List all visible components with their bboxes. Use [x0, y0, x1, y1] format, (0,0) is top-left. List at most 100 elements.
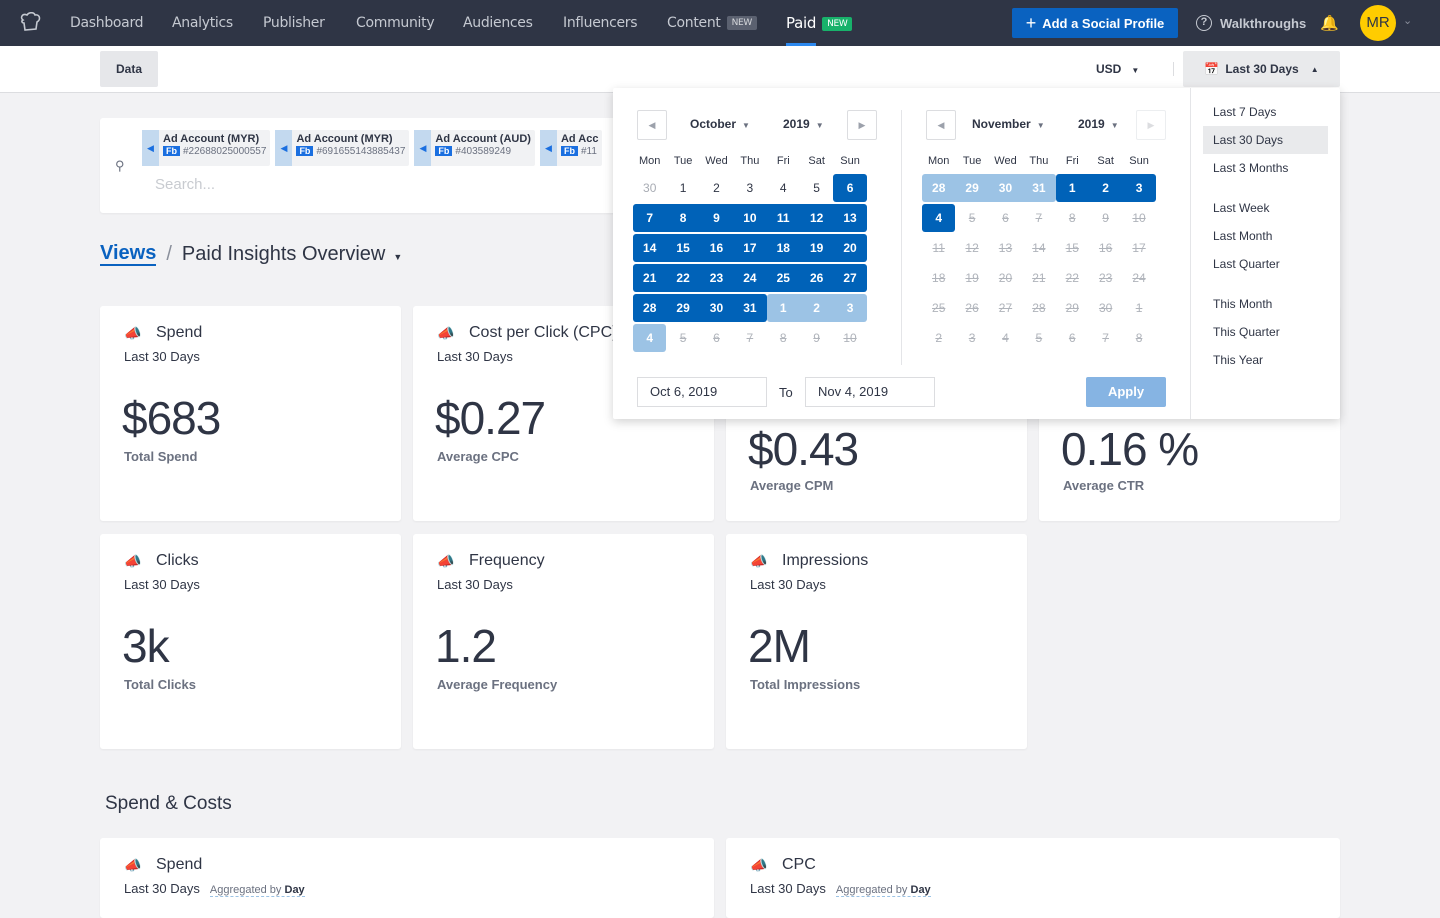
day-cell[interactable]: 30: [699, 294, 734, 322]
megaphone-icon: 📣: [124, 552, 142, 569]
breadcrumb-views-link[interactable]: Views: [100, 242, 157, 266]
day-cell[interactable]: 5: [813, 181, 820, 195]
day-cell[interactable]: 8: [666, 204, 700, 232]
year-select[interactable]: 2019 ▼: [1078, 117, 1119, 131]
prev-month-button[interactable]: ◀: [637, 110, 667, 140]
day-cell[interactable]: 4: [922, 204, 956, 232]
nav-dashboard[interactable]: Dashboard: [70, 15, 144, 31]
day-cell[interactable]: 25: [766, 264, 800, 292]
day-cell[interactable]: 14: [633, 234, 667, 262]
day-cell[interactable]: 3: [833, 294, 867, 322]
day-cell[interactable]: 27: [833, 264, 867, 292]
month-select[interactable]: November ▼: [972, 117, 1045, 131]
day-cell[interactable]: 4: [779, 181, 787, 195]
day-cell[interactable]: 30: [643, 181, 657, 195]
apply-button[interactable]: Apply: [1086, 377, 1166, 407]
account-chip[interactable]: ◀ Ad Account (AUD) Fb #403589249: [414, 130, 535, 166]
day-cell[interactable]: 31: [1022, 174, 1056, 202]
day-cell[interactable]: 1: [766, 294, 800, 322]
month-select[interactable]: October ▼: [690, 117, 750, 131]
nav-influencers[interactable]: Influencers: [563, 15, 638, 31]
day-cell[interactable]: 24: [733, 264, 767, 292]
day-cell[interactable]: 19: [799, 234, 834, 262]
data-tab[interactable]: Data: [100, 51, 158, 87]
day-cell[interactable]: 28: [633, 294, 667, 322]
day-cell[interactable]: 28: [922, 174, 956, 202]
bell-icon[interactable]: 🔔: [1320, 15, 1339, 32]
day-cell[interactable]: 21: [633, 264, 667, 292]
day-cell[interactable]: 23: [699, 264, 734, 292]
add-social-profile-button[interactable]: + Add a Social Profile: [1012, 8, 1178, 38]
day-cell[interactable]: 30: [988, 174, 1023, 202]
day-cell[interactable]: 22: [666, 264, 700, 292]
preset-item[interactable]: Last 7 Days: [1213, 105, 1277, 119]
chevron-down-icon[interactable]: ⌄: [1403, 15, 1413, 27]
day-cell[interactable]: 6: [833, 174, 867, 202]
add-social-profile-label: Add a Social Profile: [1042, 15, 1165, 31]
next-month-button: ▶: [1136, 110, 1166, 140]
avatar[interactable]: MR: [1360, 5, 1396, 41]
day-cell[interactable]: 10: [733, 204, 767, 232]
day-cell[interactable]: 11: [766, 204, 800, 232]
weekday-label: Sun: [840, 155, 860, 167]
day-cell[interactable]: 2: [713, 181, 720, 195]
account-chip[interactable]: ◀ Ad Acc Fb #11: [539, 130, 603, 166]
account-chip[interactable]: ◀ Ad Account (MYR) Fb #691655143885437: [275, 130, 410, 166]
walkthroughs-button[interactable]: ? Walkthroughs: [1196, 0, 1306, 46]
start-date-input[interactable]: Oct 6, 2019: [637, 377, 767, 407]
nav-content[interactable]: Content NEW: [667, 0, 758, 46]
day-cell[interactable]: 15: [666, 234, 700, 262]
day-cell[interactable]: 4: [633, 324, 667, 352]
preset-item[interactable]: Last 3 Months: [1213, 161, 1289, 175]
day-cell[interactable]: 3: [1122, 174, 1156, 202]
day-cell[interactable]: 12: [799, 204, 834, 232]
caret-down-icon: ▼: [742, 121, 750, 130]
end-date-input[interactable]: Nov 4, 2019: [805, 377, 935, 407]
search-input[interactable]: [155, 176, 555, 193]
nav-audiences[interactable]: Audiences: [463, 15, 533, 31]
day-cell[interactable]: 2: [1088, 174, 1123, 202]
day-cell[interactable]: 16: [699, 234, 734, 262]
preset-item[interactable]: This Month: [1213, 297, 1273, 311]
day-cell[interactable]: 1: [679, 181, 687, 195]
account-id: #403589249: [455, 146, 512, 157]
preset-item[interactable]: Last Month: [1213, 229, 1273, 243]
prev-month-button[interactable]: ◀: [926, 110, 956, 140]
view-select[interactable]: Paid Insights Overview ▼: [182, 243, 402, 266]
day-cell[interactable]: 26: [799, 264, 834, 292]
nav-paid[interactable]: Paid NEW: [786, 0, 853, 46]
preset-item[interactable]: Last Quarter: [1213, 257, 1280, 271]
weekday-header: Mon Tue Wed Thu Fri Sat Sun: [922, 155, 1166, 167]
day-cell[interactable]: 17: [733, 234, 767, 262]
nav-publisher[interactable]: Publisher: [263, 15, 325, 31]
date-range-button[interactable]: 📅 Last 30 Days ▲: [1183, 51, 1340, 87]
day-cell[interactable]: 3: [746, 181, 754, 195]
preset-item[interactable]: Last 30 Days: [1203, 126, 1328, 154]
day-cell[interactable]: 20: [833, 234, 867, 262]
preset-item[interactable]: Last Week: [1213, 201, 1270, 215]
aggregation-select[interactable]: Aggregated by Day: [209, 884, 305, 897]
divider: [901, 110, 902, 365]
preset-item[interactable]: This Year: [1213, 353, 1264, 367]
preset-item[interactable]: This Quarter: [1213, 325, 1280, 339]
year-select[interactable]: 2019 ▼: [783, 117, 824, 131]
day-cell[interactable]: 31: [733, 294, 767, 322]
day-cell[interactable]: 18: [766, 234, 800, 262]
day-cell[interactable]: 2: [799, 294, 834, 322]
day-cell[interactable]: 1: [1055, 174, 1089, 202]
currency-select[interactable]: USD ▼: [1096, 46, 1139, 94]
logo-icon[interactable]: [19, 12, 41, 32]
day-cell[interactable]: 29: [955, 174, 989, 202]
nav-analytics[interactable]: Analytics: [172, 15, 233, 31]
weekday-label: Mon: [927, 155, 950, 167]
day-cell[interactable]: 13: [833, 204, 867, 232]
day-cell[interactable]: 7: [633, 204, 667, 232]
account-id: #11: [580, 146, 597, 157]
account-chip[interactable]: ◀ Ad Account (MYR) Fb #22688025000557: [142, 130, 271, 166]
aggregation-select[interactable]: Aggregated by Day: [835, 884, 931, 897]
card-title: Frequency: [469, 552, 545, 569]
day-cell[interactable]: 29: [666, 294, 700, 322]
nav-community[interactable]: Community: [356, 15, 435, 31]
day-cell[interactable]: 9: [699, 204, 734, 232]
next-month-button[interactable]: ▶: [847, 110, 877, 140]
